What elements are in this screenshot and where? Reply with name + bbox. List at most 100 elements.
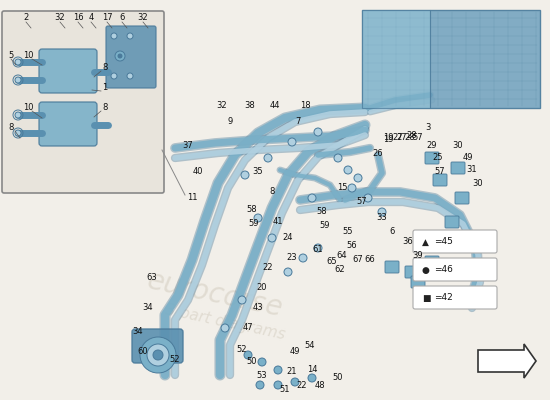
Text: 52: 52 (236, 346, 248, 354)
Circle shape (118, 54, 122, 58)
Circle shape (354, 174, 362, 182)
Text: 14: 14 (307, 366, 317, 374)
Circle shape (241, 171, 249, 179)
Text: 55: 55 (343, 228, 353, 236)
Text: 6: 6 (119, 14, 125, 22)
FancyBboxPatch shape (455, 192, 469, 204)
Text: 50: 50 (333, 374, 343, 382)
Text: 43: 43 (252, 304, 263, 312)
FancyBboxPatch shape (132, 329, 183, 363)
Circle shape (291, 378, 299, 386)
Polygon shape (362, 10, 430, 108)
Text: ■: ■ (422, 294, 431, 302)
Text: 10: 10 (23, 50, 33, 60)
Text: 32: 32 (138, 14, 148, 22)
Text: 1: 1 (102, 84, 108, 92)
Text: 30: 30 (472, 178, 483, 188)
Text: 33: 33 (377, 214, 387, 222)
Circle shape (127, 33, 133, 39)
Text: =42: =42 (434, 294, 453, 302)
FancyBboxPatch shape (425, 152, 439, 164)
Circle shape (308, 374, 316, 382)
Circle shape (264, 154, 272, 162)
Text: 37: 37 (183, 140, 194, 150)
Text: 38: 38 (245, 100, 255, 110)
Text: 60: 60 (138, 348, 148, 356)
Text: =46: =46 (434, 266, 453, 274)
Text: 24: 24 (283, 234, 293, 242)
Text: 30: 30 (453, 140, 463, 150)
Text: 8: 8 (8, 124, 14, 132)
Text: ●: ● (422, 266, 430, 274)
Text: 3 part diagrams: 3 part diagrams (164, 302, 287, 342)
Text: 66: 66 (365, 256, 375, 264)
Circle shape (288, 138, 296, 146)
Text: 5: 5 (8, 50, 14, 60)
Text: 53: 53 (257, 370, 267, 380)
Circle shape (115, 51, 125, 61)
Text: 3: 3 (425, 122, 431, 132)
Text: 8: 8 (102, 64, 108, 72)
Circle shape (238, 296, 246, 304)
Text: 9: 9 (227, 118, 233, 126)
Circle shape (274, 366, 282, 374)
Text: 18: 18 (300, 100, 310, 110)
Text: 20: 20 (257, 284, 267, 292)
FancyBboxPatch shape (39, 102, 97, 146)
FancyBboxPatch shape (106, 26, 156, 88)
Text: 62: 62 (335, 266, 345, 274)
Circle shape (258, 358, 266, 366)
Text: 56: 56 (346, 240, 358, 250)
Text: 61: 61 (313, 246, 323, 254)
Text: 41: 41 (273, 218, 283, 226)
Text: 8: 8 (270, 188, 274, 196)
Text: 51: 51 (280, 386, 290, 394)
Text: 49: 49 (290, 348, 300, 356)
Polygon shape (430, 10, 540, 108)
Text: 59: 59 (249, 220, 259, 228)
FancyBboxPatch shape (2, 11, 164, 193)
Text: 2: 2 (23, 14, 29, 22)
Circle shape (15, 59, 21, 65)
Text: eurocorse: eurocorse (145, 267, 285, 323)
FancyBboxPatch shape (433, 174, 447, 186)
Text: 27: 27 (393, 132, 403, 142)
Text: 22: 22 (263, 264, 273, 272)
Text: 7: 7 (295, 118, 301, 126)
Text: 36: 36 (403, 238, 414, 246)
Text: 10: 10 (23, 104, 33, 112)
Text: 26: 26 (373, 148, 383, 158)
Text: 29: 29 (427, 140, 437, 150)
Circle shape (111, 73, 117, 79)
Text: 63: 63 (147, 274, 157, 282)
Circle shape (274, 381, 282, 389)
FancyBboxPatch shape (413, 258, 497, 281)
Circle shape (256, 381, 264, 389)
Text: 25: 25 (433, 154, 443, 162)
FancyBboxPatch shape (445, 216, 459, 228)
Text: 4: 4 (89, 14, 94, 22)
Circle shape (344, 166, 352, 174)
Text: 58: 58 (317, 208, 327, 216)
Text: 31: 31 (467, 166, 477, 174)
Circle shape (15, 130, 21, 136)
Text: 19: 19 (383, 136, 393, 144)
Circle shape (127, 73, 133, 79)
Text: 17: 17 (102, 14, 112, 22)
Text: 40: 40 (192, 168, 204, 176)
Circle shape (111, 33, 117, 39)
FancyBboxPatch shape (39, 49, 97, 93)
Text: 22: 22 (297, 380, 307, 390)
Text: 21: 21 (287, 368, 297, 376)
Circle shape (254, 214, 262, 222)
Text: 27: 27 (397, 134, 408, 142)
Text: 35: 35 (252, 168, 263, 176)
FancyBboxPatch shape (441, 236, 455, 248)
Text: 64: 64 (337, 250, 347, 260)
Circle shape (299, 254, 307, 262)
FancyBboxPatch shape (425, 256, 439, 268)
Circle shape (140, 337, 176, 373)
Circle shape (348, 184, 356, 192)
Circle shape (308, 194, 316, 202)
FancyBboxPatch shape (385, 261, 399, 273)
